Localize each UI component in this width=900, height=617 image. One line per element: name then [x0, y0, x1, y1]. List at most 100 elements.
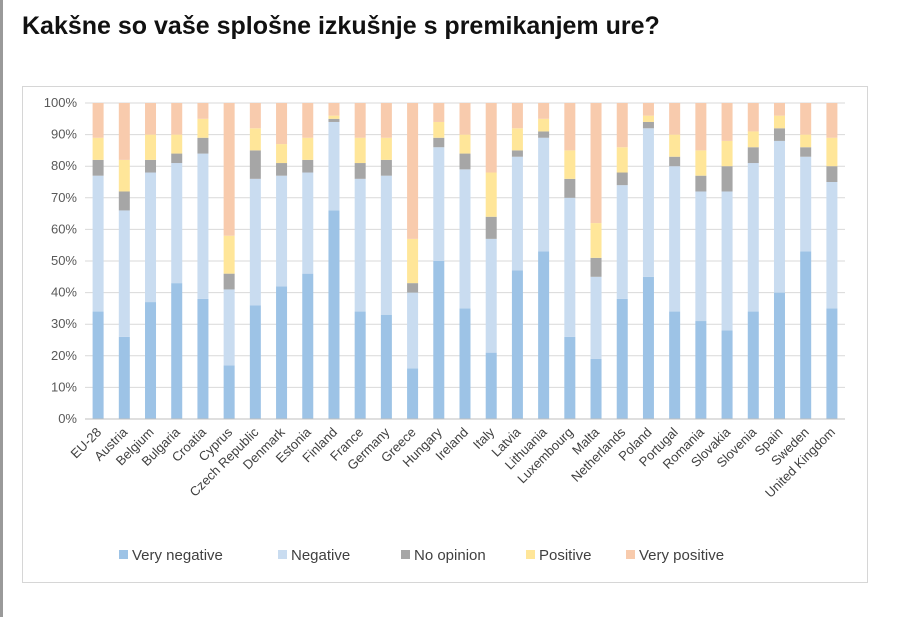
legend-label: Positive [539, 547, 592, 564]
y-tick-label: 40% [51, 285, 77, 300]
legend-swatch [526, 550, 535, 559]
page-title: Kakšne so vaše splošne izkušnje s premik… [22, 12, 660, 40]
bar-segment [380, 314, 392, 419]
bar-segment [197, 118, 209, 138]
bar-segment [695, 103, 707, 151]
bar-segment [276, 286, 288, 419]
y-tick-label: 100% [44, 95, 78, 110]
bar-segment [223, 289, 235, 366]
bar-segment [669, 156, 681, 167]
bar-segment [695, 150, 707, 176]
bar-segment [800, 103, 812, 135]
bar-segment [459, 103, 471, 135]
bar-segment [721, 330, 733, 419]
y-tick-label: 30% [51, 316, 77, 331]
bar-segment [118, 103, 130, 160]
bar-segment [145, 159, 157, 173]
bar-segment [407, 103, 419, 239]
y-tick-label: 60% [51, 221, 77, 236]
bar-segment [249, 128, 261, 151]
bar-segment [171, 103, 183, 135]
bar-segment [642, 103, 654, 116]
bar-segment [145, 302, 157, 419]
bar-segment [564, 178, 576, 198]
bar-segment [511, 156, 523, 271]
stacked-bar-chart: 0% 10% 20% 30% 40% 50% 60% 70% 80% 90% 100% EU-28A… [44, 95, 845, 564]
bar-segment [538, 103, 550, 119]
bar-segment [407, 292, 419, 369]
bar-segment [276, 144, 288, 164]
bar-segment [485, 238, 497, 353]
bar-segment [800, 147, 812, 157]
bar-segment [223, 365, 235, 419]
bar-segment [459, 169, 471, 309]
y-tick-label: 20% [51, 348, 77, 363]
y-tick-label: 90% [51, 127, 77, 142]
legend-swatch [401, 550, 410, 559]
bar-segment [616, 172, 628, 186]
bar-segment [511, 150, 523, 157]
bar-segment [616, 103, 628, 148]
bars [92, 103, 838, 419]
legend-label: Negative [291, 547, 350, 564]
bar-segment [197, 137, 209, 154]
bar-segment [616, 185, 628, 299]
y-tick-label: 70% [51, 190, 77, 205]
bar-segment [354, 178, 366, 312]
bar-segment [642, 121, 654, 129]
bar-segment [616, 298, 628, 419]
y-tick-label: 0% [58, 411, 77, 426]
y-tick-label: 50% [51, 253, 77, 268]
legend-label: No opinion [414, 547, 486, 564]
bar-segment [380, 159, 392, 176]
bar-segment [276, 103, 288, 145]
bar-segment [826, 166, 838, 182]
bar-segment [826, 103, 838, 138]
bar-segment [800, 251, 812, 419]
bar-segment [721, 191, 733, 331]
bar-segment [721, 103, 733, 141]
bar-segment [695, 175, 707, 192]
legend-label: Very positive [639, 547, 724, 564]
bar-segment [538, 118, 550, 132]
bar-segment [433, 147, 445, 261]
bar-segment [276, 175, 288, 287]
bar-segment [747, 163, 759, 312]
bar-segment [407, 368, 419, 419]
bar-segment [459, 153, 471, 170]
bar-segment [328, 115, 340, 119]
bar-segment [197, 153, 209, 299]
bar-segment [538, 251, 550, 419]
bar-segment [826, 137, 838, 167]
bar-segment [459, 134, 471, 154]
bar-segment [485, 103, 497, 173]
bar-segment [223, 103, 235, 236]
bar-segment [669, 134, 681, 157]
bar-segment [773, 115, 785, 129]
bar-segment [695, 191, 707, 322]
bar-segment [642, 128, 654, 277]
bar-segment [538, 131, 550, 138]
bar-segment [328, 121, 340, 211]
bar-segment [354, 311, 366, 419]
bar-segment [642, 276, 654, 419]
bar-segment [538, 137, 550, 252]
bar-segment [590, 257, 602, 277]
legend-swatch [626, 550, 635, 559]
bar-segment [276, 163, 288, 176]
legend-swatch [278, 550, 287, 559]
bar-segment [721, 140, 733, 167]
bar-segment [302, 172, 314, 274]
bar-segment [695, 321, 707, 419]
bar-segment [590, 223, 602, 258]
bar-segment [826, 308, 838, 419]
bar-segment [669, 166, 681, 312]
bar-segment [511, 128, 523, 151]
bar-segment [354, 103, 366, 138]
bar-segment [354, 137, 366, 164]
bar-segment [590, 358, 602, 419]
bar-segment [407, 283, 419, 293]
bar-segment [459, 308, 471, 419]
bar-segment [249, 150, 261, 179]
bar-segment [485, 352, 497, 419]
